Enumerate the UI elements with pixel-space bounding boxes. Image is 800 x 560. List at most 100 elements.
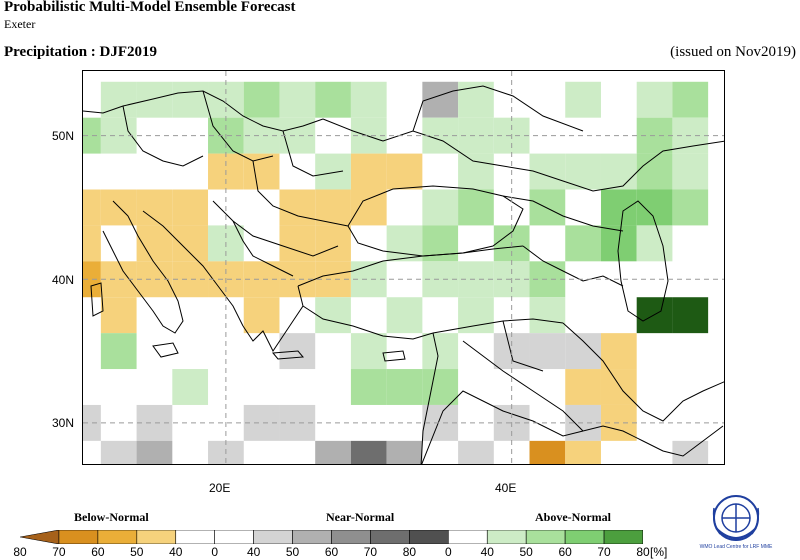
legend-tick-label: 0 [444, 545, 452, 559]
probability-cell [243, 297, 280, 334]
map-gridlines [83, 71, 724, 464]
legend-tick-label: 80 [402, 545, 417, 559]
legend-color-swatch [253, 530, 293, 544]
probability-cell [636, 225, 673, 262]
probability-cell [386, 297, 423, 334]
probability-cell [315, 81, 351, 118]
legend-tick-label: 50 [130, 545, 144, 559]
legend-color-swatch [58, 530, 99, 544]
legend-tick-label: 70 [363, 545, 378, 559]
probability-cell [672, 189, 709, 226]
legend-color-swatch [486, 530, 527, 544]
probability-cell [565, 81, 601, 118]
legend-color-swatch [175, 530, 215, 544]
lon-label-40e: 40E [495, 481, 517, 495]
probability-cell [529, 333, 566, 370]
probability-cell [279, 225, 316, 262]
legend-tick-label: 70 [52, 545, 66, 559]
legend-below-normal: Below-Normal [74, 510, 149, 524]
legend-color-swatch [603, 530, 643, 544]
legend-color-swatch [214, 530, 254, 544]
probability-cell [600, 189, 637, 226]
legend-color-swatch [292, 530, 332, 544]
probability-cell [386, 440, 423, 464]
probability-cell [350, 153, 387, 190]
forecast-title: Probabilistic Multi-Model Ensemble Forec… [4, 0, 296, 15]
probability-cell [422, 369, 459, 405]
probability-cell [136, 440, 173, 464]
legend-tick-label: 60 [324, 545, 339, 559]
forecast-map [82, 70, 725, 465]
legend-unit: [%] [650, 545, 668, 559]
probability-cell [636, 81, 673, 118]
coastlines-and-borders [83, 85, 724, 464]
probability-cell [315, 225, 351, 262]
probability-cell [458, 440, 494, 464]
legend-color-swatch [20, 530, 60, 544]
probability-cell [100, 189, 137, 226]
probability-cell [350, 369, 387, 405]
probability-cell [279, 189, 316, 226]
legend-color-swatch [564, 530, 605, 544]
probability-cell [600, 333, 637, 370]
probability-cell [315, 189, 351, 226]
probability-cell [350, 81, 387, 118]
probability-cell [565, 440, 601, 464]
probability-cell [422, 189, 459, 226]
probability-cell [458, 189, 494, 226]
probability-cell [83, 117, 101, 154]
probability-cell [172, 225, 209, 262]
probability-cell [315, 440, 351, 464]
legend-tick-label: 40 [480, 545, 494, 559]
map-canvas [83, 71, 724, 464]
probability-cell [172, 189, 209, 226]
probability-cells [83, 81, 709, 464]
probability-cell [100, 440, 137, 464]
legend-above-normal: Above-Normal [535, 510, 611, 524]
legend-tick-label: 70 [597, 545, 611, 559]
probability-cell [458, 153, 494, 190]
legend-tick-label: 40 [246, 545, 261, 559]
forecast-centre: Exeter [4, 17, 36, 31]
probability-cell [315, 153, 351, 190]
legend-color-swatch [409, 530, 449, 544]
probability-cell [243, 81, 280, 118]
probability-cell [100, 333, 137, 370]
issued-date: (issued on Nov2019) [670, 44, 796, 60]
probability-cell [136, 81, 173, 118]
probability-cell [350, 333, 387, 370]
probability-cell [636, 297, 673, 334]
legend-near-normal: Near-Normal [326, 510, 395, 524]
probability-cell [529, 440, 566, 464]
legend-colorbar [20, 530, 643, 544]
legend-color-swatch [136, 530, 177, 544]
probability-cell [672, 153, 709, 190]
probability-cell [386, 225, 423, 262]
legend-tick-label: 80 [636, 545, 650, 559]
probability-cell [672, 440, 709, 464]
probability-cell [350, 189, 387, 226]
wmo-logo-text: WMO Lead Centre for LRF MME [699, 544, 773, 550]
legend-color-swatch [448, 530, 488, 544]
probability-cell [83, 404, 101, 441]
probability-cell [172, 81, 209, 118]
probability-cell [386, 369, 423, 405]
probability-cell [672, 81, 709, 118]
legend-tick-label: 50 [519, 545, 533, 559]
probability-cell [172, 369, 209, 405]
probability-cell [565, 225, 601, 262]
probability-cell [350, 440, 387, 464]
legend-tick-label: 40 [169, 545, 183, 559]
probability-cell [636, 153, 673, 190]
wmo-emblem-icon [712, 495, 760, 541]
legend-color-swatch [97, 530, 138, 544]
lat-label-40n: 40N [52, 273, 75, 287]
legend-color-swatch [525, 530, 566, 544]
probability-cell [565, 369, 601, 405]
legend-tick-label: 80 [13, 545, 27, 559]
probability-cell [83, 189, 101, 226]
probability-cell [565, 153, 601, 190]
probability-cell [529, 297, 566, 334]
lat-label-30n: 30N [52, 416, 75, 430]
probability-cell [386, 153, 423, 190]
